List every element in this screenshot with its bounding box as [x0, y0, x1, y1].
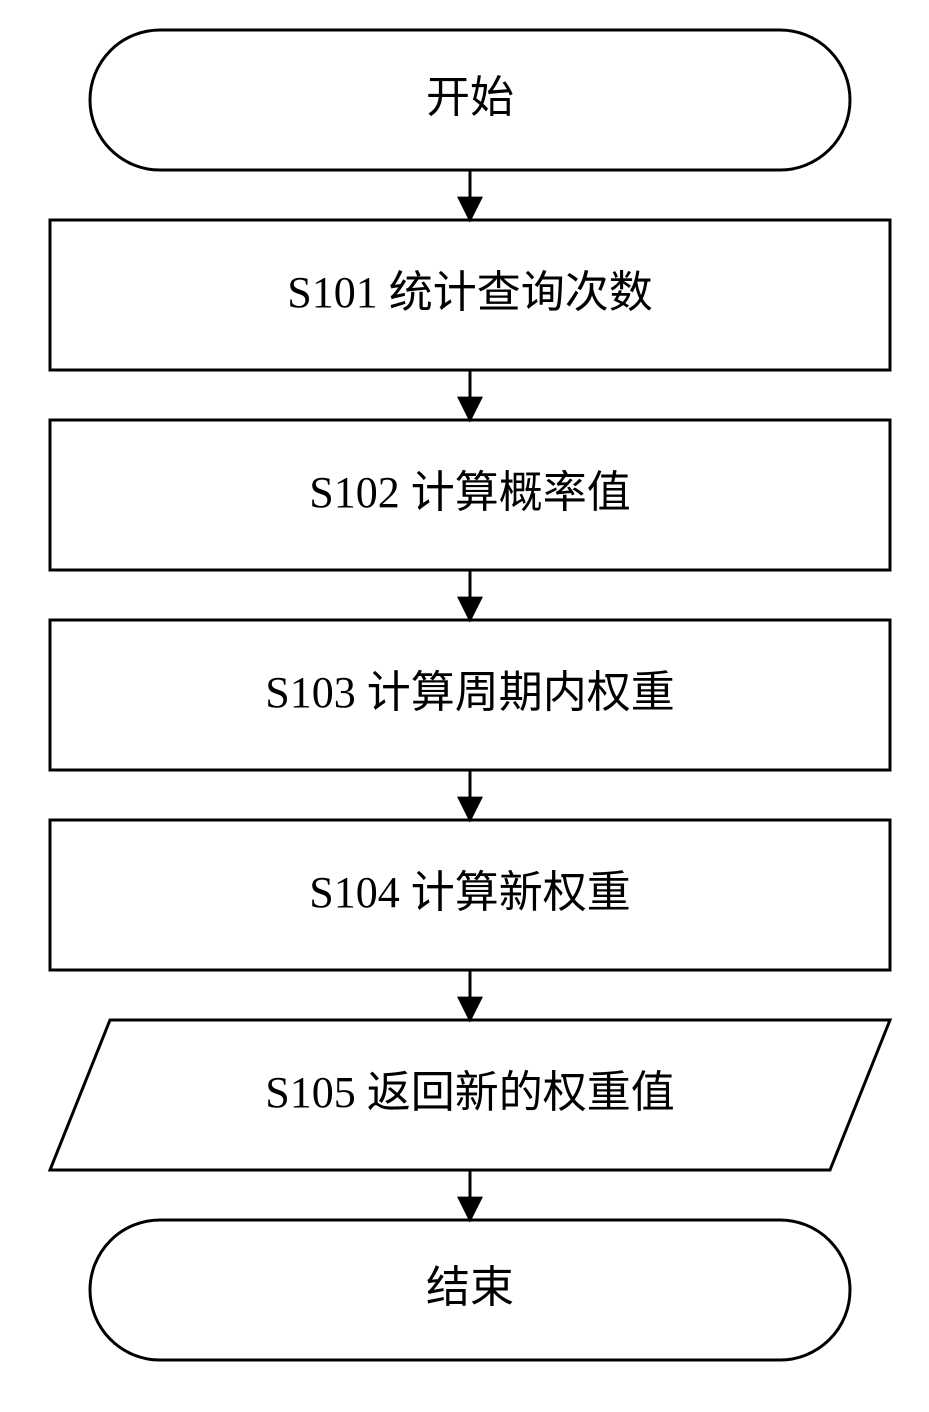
node-s101: S101 统计查询次数	[50, 220, 890, 370]
node-s105-label: S105 返回新的权重值	[265, 1068, 674, 1117]
node-start: 开始	[90, 30, 850, 170]
node-s101-label: S101 统计查询次数	[287, 268, 652, 317]
flowchart-canvas: 开始 S101 统计查询次数 S102 计算概率值 S103 计算周期内权重 S104 …	[0, 0, 929, 1412]
node-start-label: 开始	[426, 73, 514, 122]
node-end: 结束	[90, 1220, 850, 1360]
node-s105: S105 返回新的权重值	[50, 1020, 890, 1170]
node-s104-label: S104 计算新权重	[309, 868, 630, 917]
node-s104: S104 计算新权重	[50, 820, 890, 970]
node-s102-label: S102 计算概率值	[309, 468, 630, 517]
node-s103-label: S103 计算周期内权重	[265, 668, 674, 717]
node-s103: S103 计算周期内权重	[50, 620, 890, 770]
node-s102: S102 计算概率值	[50, 420, 890, 570]
node-end-label: 结束	[426, 1263, 514, 1312]
